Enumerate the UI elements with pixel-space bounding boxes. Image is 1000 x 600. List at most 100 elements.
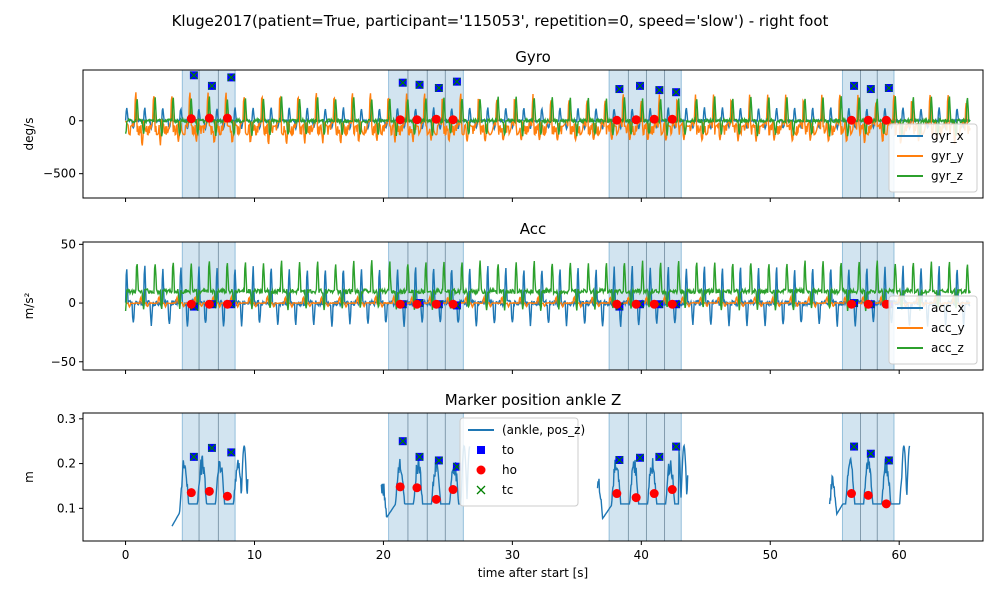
ho-marker bbox=[649, 114, 659, 124]
tc-marker bbox=[415, 452, 424, 461]
tc-marker bbox=[636, 81, 644, 90]
legend-label: acc_y bbox=[931, 321, 965, 335]
ho-marker bbox=[649, 299, 659, 309]
plot-area bbox=[171, 413, 911, 541]
ho-marker bbox=[222, 491, 232, 501]
ho-marker bbox=[431, 114, 441, 124]
ho-marker bbox=[612, 299, 622, 309]
ho-marker bbox=[395, 115, 405, 125]
y-tick-label: 0.2 bbox=[57, 457, 76, 471]
shaded-region bbox=[388, 70, 464, 198]
tc-marker bbox=[208, 81, 216, 90]
legend-label: gyr_x bbox=[931, 129, 964, 143]
shaded-region bbox=[608, 413, 682, 541]
ho-marker bbox=[863, 115, 873, 125]
ho-marker bbox=[667, 114, 677, 124]
legend-label: gyr_z bbox=[931, 169, 963, 183]
legend: gyr_x gyr_y gyr_z bbox=[888, 123, 978, 193]
plot-area bbox=[124, 70, 971, 198]
tc-marker bbox=[415, 80, 424, 89]
legend-label: acc_z bbox=[931, 341, 964, 355]
legend-label: gyr_y bbox=[931, 149, 964, 163]
x-axis-label: time after start [s] bbox=[478, 566, 589, 580]
ho-marker bbox=[204, 299, 214, 309]
tc-marker bbox=[398, 78, 407, 87]
ho-marker bbox=[448, 299, 458, 309]
ho-marker bbox=[222, 299, 232, 309]
y-tick-label: 0.3 bbox=[57, 412, 76, 426]
shaded-region bbox=[841, 413, 895, 541]
ho-marker bbox=[863, 490, 873, 500]
x-tick-label: 0 bbox=[122, 548, 130, 562]
legend-label: to bbox=[502, 443, 514, 457]
series-line-ankle bbox=[828, 445, 911, 517]
axes-frame bbox=[82, 241, 984, 371]
tc-marker bbox=[672, 442, 681, 451]
tc-marker bbox=[655, 452, 664, 461]
legend-label: acc_x bbox=[931, 301, 965, 315]
ho-marker bbox=[448, 485, 458, 495]
series-line-gyr_z bbox=[124, 96, 971, 137]
legend: acc_x acc_y acc_z bbox=[888, 295, 978, 365]
figure-suptitle: Kluge2017(patient=True, participant='115… bbox=[172, 12, 829, 30]
ho-marker bbox=[631, 493, 641, 503]
tc-marker bbox=[434, 84, 443, 92]
legend-frame bbox=[459, 417, 579, 507]
legend: (ankle, pos_z)to ho tc bbox=[459, 417, 585, 507]
x-tick-label: 20 bbox=[376, 548, 391, 562]
tc-marker bbox=[850, 442, 858, 451]
ho-marker bbox=[412, 299, 422, 309]
tc-marker bbox=[208, 443, 216, 452]
ho-marker bbox=[846, 115, 856, 125]
legend-label: (ankle, pos_z) bbox=[502, 423, 585, 437]
tc-marker bbox=[227, 448, 236, 457]
tc-marker bbox=[189, 452, 198, 461]
tc-marker bbox=[615, 85, 624, 93]
series-line-ankle bbox=[380, 444, 471, 518]
tc-marker bbox=[434, 456, 443, 465]
ho-marker bbox=[612, 115, 622, 125]
series-line-ankle bbox=[171, 445, 249, 527]
ho-marker bbox=[412, 483, 422, 493]
tc-marker bbox=[884, 456, 893, 465]
subplot-title: Gyro bbox=[515, 48, 551, 66]
tc-marker bbox=[884, 84, 893, 92]
y-tick-label: −500 bbox=[43, 167, 76, 181]
plot-area bbox=[124, 242, 971, 370]
x-tick-label: 30 bbox=[505, 548, 520, 562]
series-line-ankle bbox=[596, 443, 689, 521]
ho-marker bbox=[846, 489, 856, 499]
y-axis-label: deg/s bbox=[22, 118, 36, 151]
legend-to-marker bbox=[477, 446, 485, 454]
ho-marker bbox=[612, 489, 622, 499]
subplot-3: 0.1 0.2 0.3 0 10 20 30 40 50 60 Marker position an… bbox=[22, 391, 984, 580]
tc-marker bbox=[866, 449, 875, 458]
subplot-title: Acc bbox=[520, 220, 547, 238]
ho-marker bbox=[431, 299, 441, 309]
shaded-region bbox=[181, 413, 236, 541]
y-axis-label: m/s² bbox=[22, 292, 36, 319]
ho-marker bbox=[412, 115, 422, 125]
y-tick-label: 0.1 bbox=[57, 501, 76, 515]
ho-marker bbox=[881, 115, 891, 125]
series-line-acc_z bbox=[124, 260, 971, 312]
axes-frame bbox=[82, 69, 984, 199]
subplot-2: −50 0 50 Acc m/s² acc_x acc_y acc_z bbox=[22, 220, 984, 374]
tc-marker bbox=[453, 462, 461, 471]
tc-marker bbox=[615, 456, 624, 464]
tc-marker bbox=[636, 453, 644, 462]
ho-marker bbox=[649, 489, 659, 499]
y-tick-label: −50 bbox=[51, 355, 76, 369]
ho-marker bbox=[881, 499, 891, 509]
x-tick-label: 10 bbox=[247, 548, 262, 562]
legend-label: ho bbox=[502, 463, 517, 477]
ho-marker bbox=[863, 299, 873, 309]
y-tick-label: 0 bbox=[68, 296, 76, 310]
ho-marker bbox=[667, 299, 677, 309]
ho-marker bbox=[186, 488, 196, 498]
ho-marker bbox=[431, 494, 441, 504]
ho-marker bbox=[395, 299, 405, 309]
tc-marker bbox=[189, 71, 198, 80]
tc-marker bbox=[655, 86, 664, 95]
ho-marker bbox=[846, 299, 856, 309]
